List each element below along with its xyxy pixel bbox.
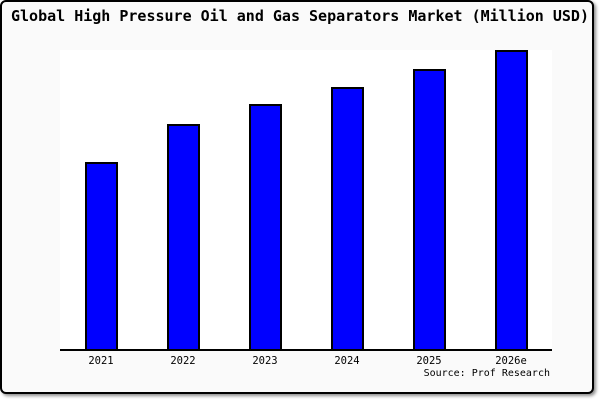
bar-2021 (84, 162, 118, 349)
bars (60, 50, 552, 349)
bar-2026e (494, 50, 528, 349)
source-note: Source: Prof Research (423, 368, 550, 379)
bar-slot-2023 (224, 50, 306, 349)
bar-slot-2024 (306, 50, 388, 349)
bar-slot-2025 (388, 50, 470, 349)
x-tick-label-2024: 2024 (334, 355, 360, 367)
x-axis-labels: 2021 2022 2023 2024 2025 2026e (60, 355, 552, 367)
x-tick-label-2022: 2022 (170, 355, 196, 367)
plot-area (60, 50, 552, 351)
chart-title: Global High Pressure Oil and Gas Separat… (11, 7, 589, 25)
bar-2023 (248, 104, 282, 349)
bar-slot-2026e (470, 50, 552, 349)
bar-2025 (412, 69, 446, 349)
bar-2022 (166, 124, 200, 349)
x-tick-label-2021: 2021 (88, 355, 114, 367)
bar-2024 (330, 87, 364, 349)
x-tick-label-2026e: 2026e (495, 355, 527, 367)
bar-slot-2022 (142, 50, 224, 349)
x-tick-label-2025: 2025 (416, 355, 442, 367)
x-tick-label-2023: 2023 (252, 355, 278, 367)
bar-slot-2021 (60, 50, 142, 349)
